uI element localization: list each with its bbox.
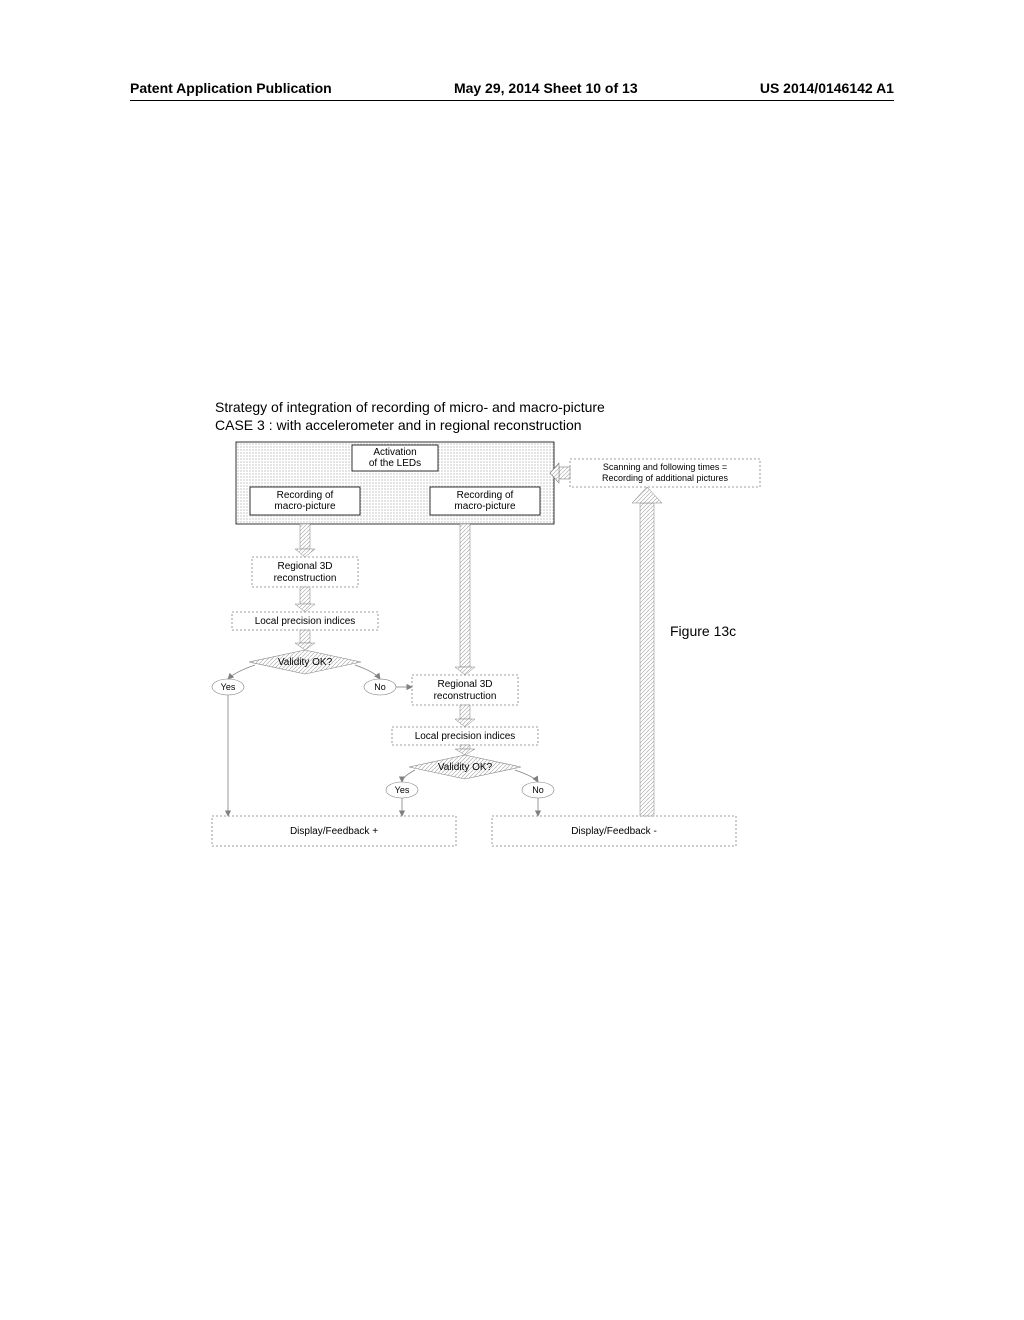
node-scanning-l1: Scanning and following times =: [603, 462, 727, 472]
node-reg3d-right-l2: reconstruction: [434, 691, 497, 702]
header-left: Patent Application Publication: [130, 80, 332, 96]
arrow-lpi-to-valid-left: [295, 630, 315, 650]
header-right: US 2014/0146142 A1: [760, 80, 894, 96]
arrow-feedbackminus-to-scanning: [632, 487, 662, 816]
node-activation-label2: of the LEDs: [369, 458, 421, 469]
node-activation-label1: Activation: [373, 447, 416, 458]
node-no-left-label: No: [374, 682, 386, 692]
arrow-reg3d-to-lpi-left: [295, 587, 315, 612]
arrow-reg3d-to-lpi-right: [455, 705, 475, 727]
arrow-group-to-reg3d-left: [295, 524, 315, 557]
node-scanning-l2: Recording of additional pictures: [602, 473, 729, 483]
node-reg3d-left-l2: reconstruction: [274, 573, 337, 584]
node-reg3d-left-l1: Regional 3D: [277, 561, 332, 572]
node-validity-left-label: Validity OK?: [278, 657, 333, 668]
header-center: May 29, 2014 Sheet 10 of 13: [454, 80, 638, 96]
arrow-valid-left-to-yes: [228, 665, 255, 679]
arrow-group-to-reg3d-right: [455, 524, 475, 675]
title-line-1: Strategy of integration of recording of …: [215, 398, 605, 417]
arrow-lpi-to-valid-right: [455, 745, 475, 755]
node-rec-macro-right-l1: Recording of: [457, 490, 514, 501]
flowchart-svg: Activation of the LEDs Recording of macr…: [210, 437, 810, 857]
node-yes-right-label: Yes: [395, 785, 410, 795]
arrow-valid-left-to-no: [355, 665, 380, 679]
node-reg3d-right-l1: Regional 3D: [437, 679, 492, 690]
node-validity-left: Validity OK?: [249, 650, 361, 674]
page: Patent Application Publication May 29, 2…: [0, 0, 1024, 1320]
node-validity-right: Validity OK?: [409, 755, 521, 779]
node-no-right-label: No: [532, 785, 544, 795]
node-validity-right-label: Validity OK?: [438, 762, 493, 773]
node-feedback-minus-label: Display/Feedback -: [571, 826, 657, 837]
title-line-2: CASE 3 : with accelerometer and in regio…: [215, 416, 582, 435]
node-lpi-right-label: Local precision indices: [415, 731, 516, 742]
node-yes-left-label: Yes: [221, 682, 236, 692]
header-rule: [130, 100, 894, 101]
arrow-valid-right-to-yes: [402, 770, 415, 782]
node-rec-macro-left-l1: Recording of: [277, 490, 334, 501]
node-rec-macro-right-l2: macro-picture: [454, 501, 516, 512]
page-header: Patent Application Publication May 29, 2…: [130, 80, 894, 96]
arrow-valid-right-to-no: [515, 770, 538, 782]
node-feedback-plus-label: Display/Feedback +: [290, 826, 378, 837]
node-rec-macro-left-l2: macro-picture: [274, 501, 336, 512]
node-lpi-left-label: Local precision indices: [255, 616, 356, 627]
